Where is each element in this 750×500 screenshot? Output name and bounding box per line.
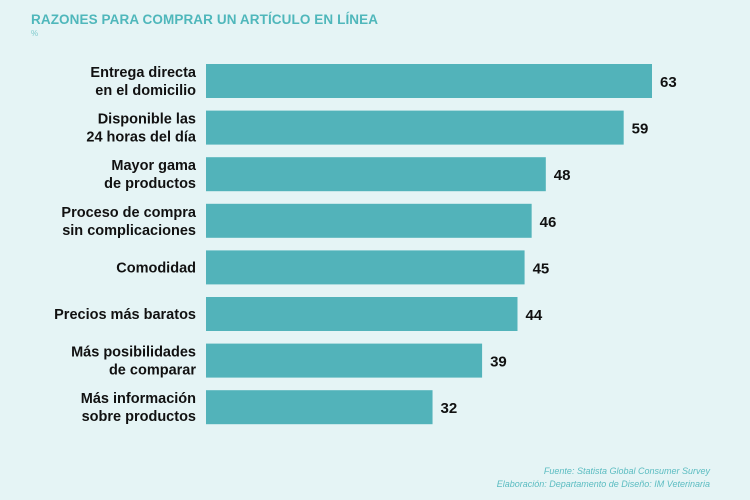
source-text: Fuente: Statista Global Consumer Survey [543,466,710,476]
data-label: 46 [540,214,557,231]
bar [206,297,518,331]
data-label: 48 [554,167,571,184]
data-label: 32 [441,400,458,417]
category-label: Más posibilidades [71,345,196,361]
bar [206,110,624,145]
category-label: de comparar [109,363,196,379]
category-label: Disponible las [98,112,196,128]
data-label: 63 [660,74,677,91]
category-label: de productos [104,176,196,192]
bar [206,390,433,425]
credit-text: Elaboración: Departamento de Diseño: IM … [496,479,710,489]
category-label: Entrega directa [90,65,196,81]
category-label: sin complicaciones [62,223,196,239]
data-label: 59 [632,121,649,138]
chart-unit: % [31,29,39,38]
category-label: Más información [81,391,196,407]
category-label: Proceso de compra [61,205,197,221]
category-label: Precios más baratos [54,307,196,323]
category-label: 24 horas del día [86,130,197,146]
bar [206,64,652,98]
data-label: 44 [525,307,542,324]
category-label: en el domicilio [95,83,196,99]
bar [206,157,546,192]
bar [206,343,483,378]
bar [206,250,525,285]
chart-title: RAZONES PARA COMPRAR UN ARTÍCULO EN LÍNE… [31,12,379,27]
category-label: Comodidad [116,260,196,276]
data-label: 45 [533,260,550,277]
category-label: sobre productos [82,409,196,425]
data-label: 39 [490,354,507,371]
category-label: Mayor gama [111,158,197,174]
bar [206,203,532,238]
